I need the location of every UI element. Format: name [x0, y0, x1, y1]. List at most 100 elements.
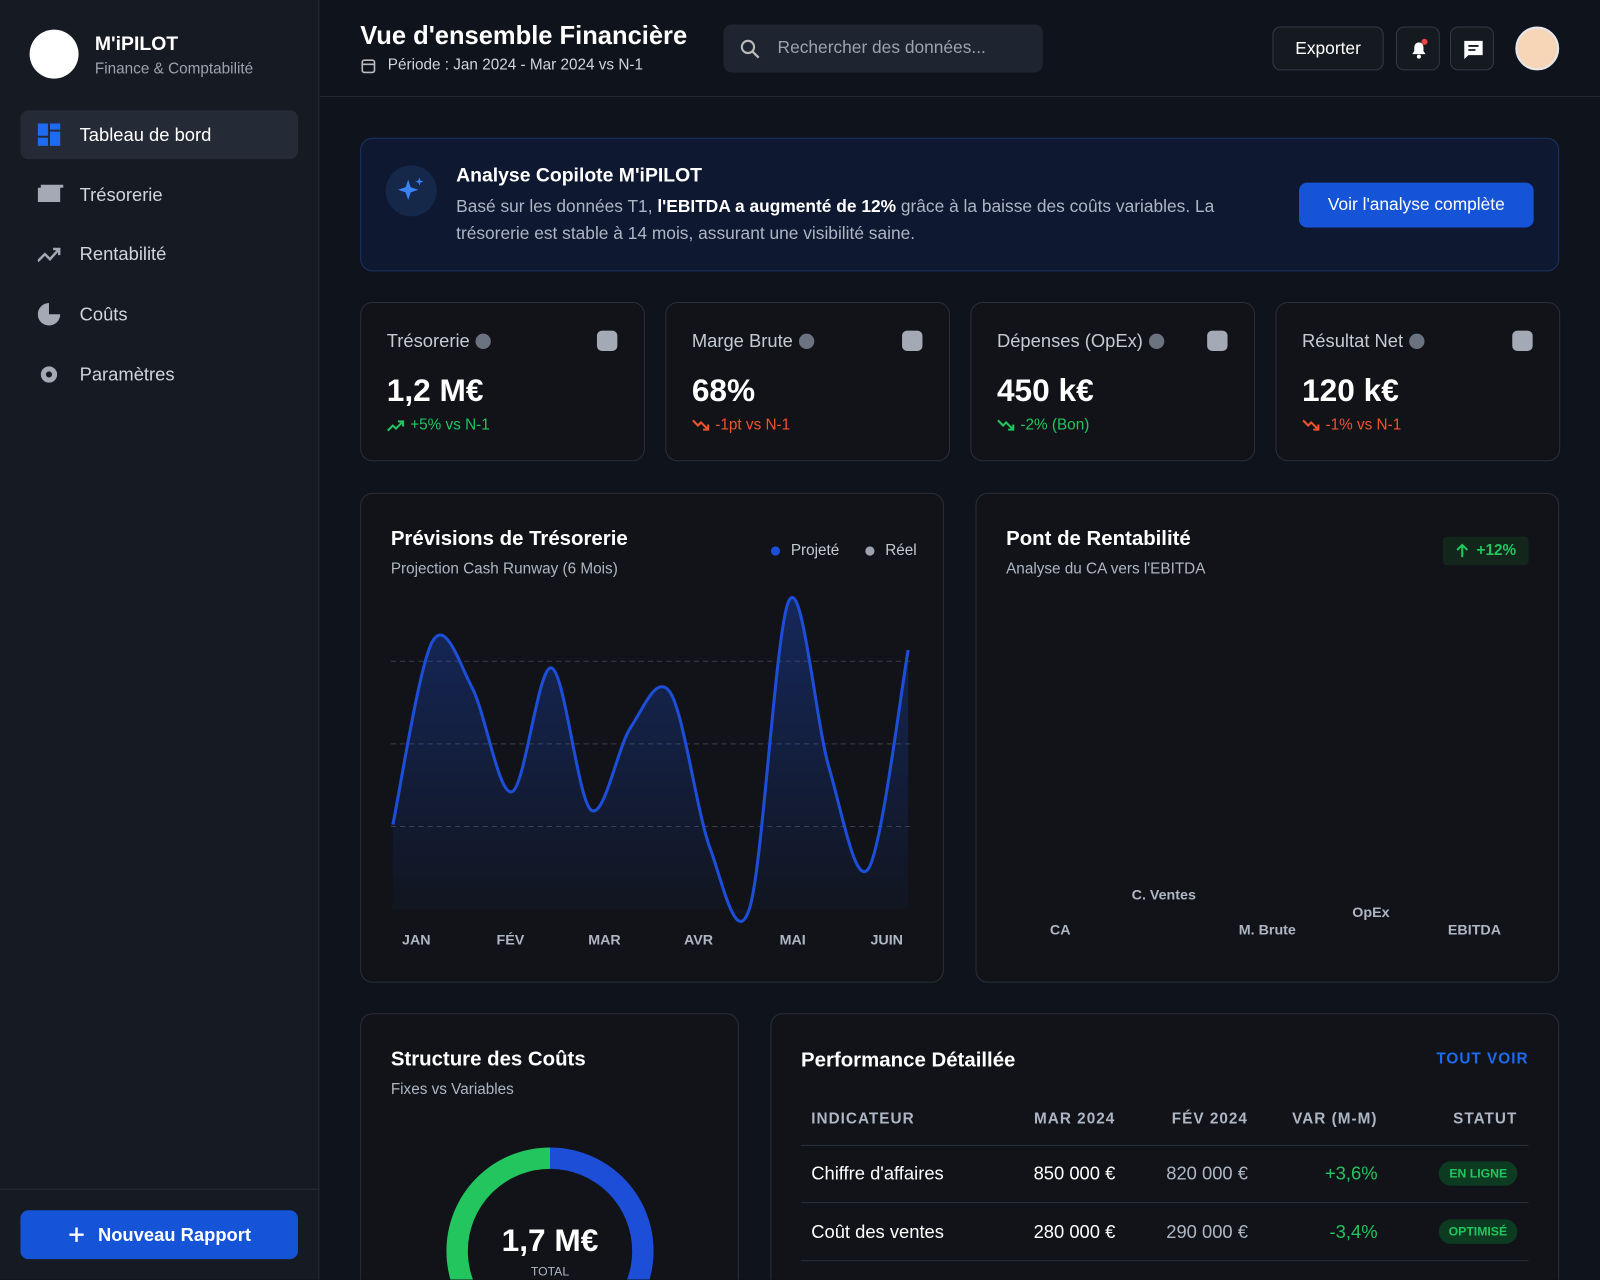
- button-label: Nouveau Rapport: [97, 1223, 252, 1245]
- divider: [0, 1188, 320, 1190]
- x-tick-label: MAI: [780, 933, 806, 949]
- icon-shape: [37, 303, 61, 326]
- kpi-card: [1275, 302, 1561, 462]
- avatar[interactable]: [1515, 26, 1560, 71]
- trend-arrow: [692, 419, 710, 431]
- table-cell: 280 000 €: [1033, 1221, 1116, 1242]
- messages-button[interactable]: [1449, 26, 1494, 71]
- kpi-value: 1,2 M€: [386, 372, 484, 409]
- icon-shape: [37, 184, 64, 202]
- x-tick-label: MAR: [588, 933, 621, 949]
- kpi-label: Résultat Net: [1302, 330, 1404, 352]
- kpi-label: Dépenses (OpEx): [996, 330, 1143, 352]
- table-cell: Coût des ventes: [811, 1221, 944, 1242]
- header-border: [320, 95, 1600, 97]
- kpi-delta: -2% (Bon): [1020, 416, 1090, 434]
- info-icon: [475, 333, 491, 349]
- badge-bg: [1442, 536, 1529, 566]
- new-report-button[interactable]: Nouveau Rapport: [20, 1210, 298, 1260]
- icon-shape: [40, 366, 58, 383]
- legend-label: Projeté: [791, 542, 839, 559]
- cash-area: [392, 597, 909, 922]
- nav-item[interactable]: Coûts: [79, 304, 128, 325]
- donut-center-value: 1,7 M€: [502, 1222, 599, 1258]
- copilot-title: Analyse Copilote M'iPILOT: [456, 165, 703, 187]
- notifications-button[interactable]: [1395, 26, 1440, 71]
- kpi-icon: [596, 330, 618, 352]
- category-label: CA: [1050, 922, 1071, 938]
- nav-active-bg: [20, 110, 298, 160]
- kpi-icon: [1512, 330, 1533, 352]
- category-label: OpEx: [1352, 905, 1389, 921]
- nav-item[interactable]: Rentabilité: [79, 244, 167, 265]
- kpi-label: Trésorerie: [386, 330, 470, 352]
- kpi-value: 68%: [691, 372, 756, 409]
- table-cell: 820 000 €: [1166, 1163, 1248, 1184]
- trend-icon: [387, 420, 405, 432]
- see-all-link[interactable]: TOUT VOIR: [1436, 1049, 1529, 1068]
- kpi-icon: [1207, 330, 1228, 352]
- search-icon: [740, 39, 760, 59]
- status-badge: EN LIGNE: [1439, 1161, 1518, 1186]
- column-header: VAR (M-M): [1292, 1110, 1378, 1128]
- search-placeholder: Rechercher des données...: [777, 37, 986, 58]
- search-box[interactable]: Rechercher des données...: [723, 24, 1043, 73]
- highlight: l'EBITDA a augmenté de 12%: [657, 196, 897, 217]
- calendar-icon: [361, 59, 376, 74]
- info-icon: [1148, 333, 1165, 349]
- x-tick-label: JAN: [402, 933, 431, 949]
- column-header: STATUT: [1453, 1110, 1518, 1128]
- export-button[interactable]: Exporter: [1272, 26, 1384, 71]
- x-tick-label: JUIN: [870, 933, 903, 949]
- x-tick-label: FÉV: [497, 932, 525, 949]
- trend-arrow: [1302, 419, 1320, 431]
- icon-shape: [37, 123, 61, 146]
- chart-title: Prévisions de Trésorerie: [391, 528, 628, 550]
- text: grâce à la baisse des coûts variables. L…: [456, 196, 1215, 243]
- category-label: C. Ventes: [1132, 888, 1196, 904]
- x-tick-label: AVR: [684, 933, 714, 949]
- full-analysis-button[interactable]: Voir l'analyse complète: [1298, 182, 1534, 228]
- column-header: FÉV 2024: [1171, 1110, 1248, 1128]
- info-icon: [1409, 333, 1425, 349]
- brand: M'iPILOT: [94, 33, 179, 56]
- legend-label: Réel: [885, 542, 916, 559]
- column-header: INDICATEUR: [811, 1110, 915, 1128]
- legend-dot: [770, 546, 781, 556]
- chart-subtitle: Analyse du CA vers l'EBITDA: [1006, 560, 1206, 577]
- trend-icon: [692, 419, 710, 431]
- bell-icon: [1412, 38, 1428, 59]
- row-divider: [801, 1202, 1529, 1204]
- category-label: EBITDA: [1448, 922, 1501, 938]
- table-cell: +3,6%: [1324, 1163, 1378, 1184]
- nav-item[interactable]: Tableau de bord: [79, 124, 212, 145]
- trend-icon: [997, 419, 1015, 431]
- nav-item[interactable]: Trésorerie: [79, 184, 163, 205]
- sparkle-icon: [397, 177, 424, 200]
- chart-title: Pont de Rentabilité: [1006, 528, 1191, 550]
- nav-item[interactable]: Paramètres: [79, 364, 175, 385]
- kpi-value: 120 k€: [1302, 372, 1399, 409]
- nav-icon: [37, 184, 64, 202]
- column-header: MAR 2024: [1033, 1110, 1116, 1128]
- bridge-card: [975, 492, 1560, 983]
- icon-shape: [37, 248, 61, 263]
- page-title: Vue d'ensemble Financière: [360, 21, 688, 50]
- table-title: Performance Détaillée: [801, 1048, 1016, 1072]
- cash-line: [391, 596, 910, 923]
- plus-icon: [69, 1227, 84, 1242]
- kpi-value: 450 k€: [996, 372, 1094, 409]
- donut-segment: [446, 1147, 551, 1280]
- sparkle-badge: [385, 165, 437, 217]
- logo: [29, 29, 79, 79]
- donut-center-label: TOTAL: [531, 1265, 569, 1279]
- tagline: Finance & Comptabilité: [94, 60, 254, 78]
- badge-arrow: [1456, 543, 1469, 558]
- table-cell: 850 000 €: [1033, 1163, 1116, 1184]
- kpi-card: [970, 302, 1256, 462]
- copilot-text: Basé sur les données T1, l'EBITDA a augm…: [456, 194, 1272, 247]
- chart-subtitle: Projection Cash Runway (6 Mois): [391, 560, 618, 577]
